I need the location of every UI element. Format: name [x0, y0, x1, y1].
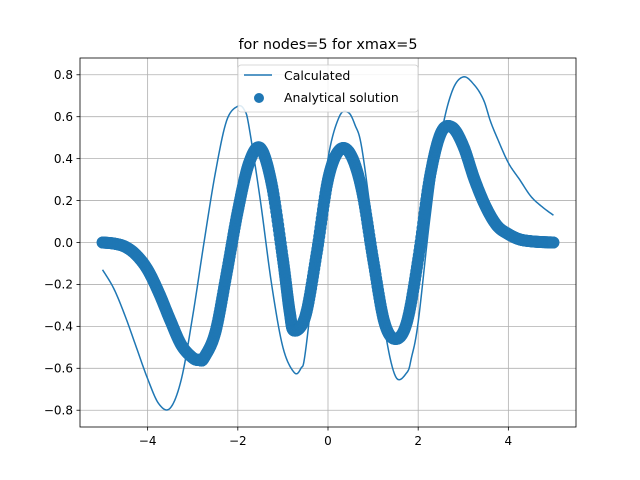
legend-label-calculated: Calculated — [284, 68, 350, 83]
y-tick-label: 0.8 — [54, 68, 73, 82]
y-tick-label: −0.4 — [44, 320, 73, 334]
legend-marker-swatch — [254, 93, 264, 103]
y-tick-label: −0.2 — [44, 278, 73, 292]
legend-label-analytical: Analytical solution — [284, 90, 399, 105]
scatter-point — [547, 236, 560, 249]
chart-title: for nodes=5 for xmax=5 — [238, 37, 417, 53]
legend: Calculated Analytical solution — [237, 64, 419, 113]
y-tick-label: 0.6 — [54, 110, 73, 124]
plot-frame — [79, 57, 577, 428]
x-tick-label: 2 — [414, 434, 422, 448]
x-tick-label: 4 — [505, 434, 513, 448]
y-tick-label: 0.0 — [54, 236, 73, 250]
y-tick-label: 0.4 — [54, 152, 73, 166]
plot-series — [96, 75, 560, 411]
x-tick-label: −2 — [229, 434, 247, 448]
line-series-calculated — [101, 75, 554, 411]
x-tick-label: 0 — [324, 434, 332, 448]
y-tick-label: −0.6 — [44, 362, 73, 376]
axis-ticks: −4 −2 0 2 4 −0.8 −0.6 −0.4 −0.2 0.0 0.2 0.4 0.6 0.8 — [44, 68, 512, 448]
y-tick-label: −0.8 — [44, 404, 73, 418]
x-tick-label: −4 — [139, 434, 157, 448]
legend-box — [237, 64, 419, 113]
y-tick-label: 0.2 — [54, 194, 73, 208]
